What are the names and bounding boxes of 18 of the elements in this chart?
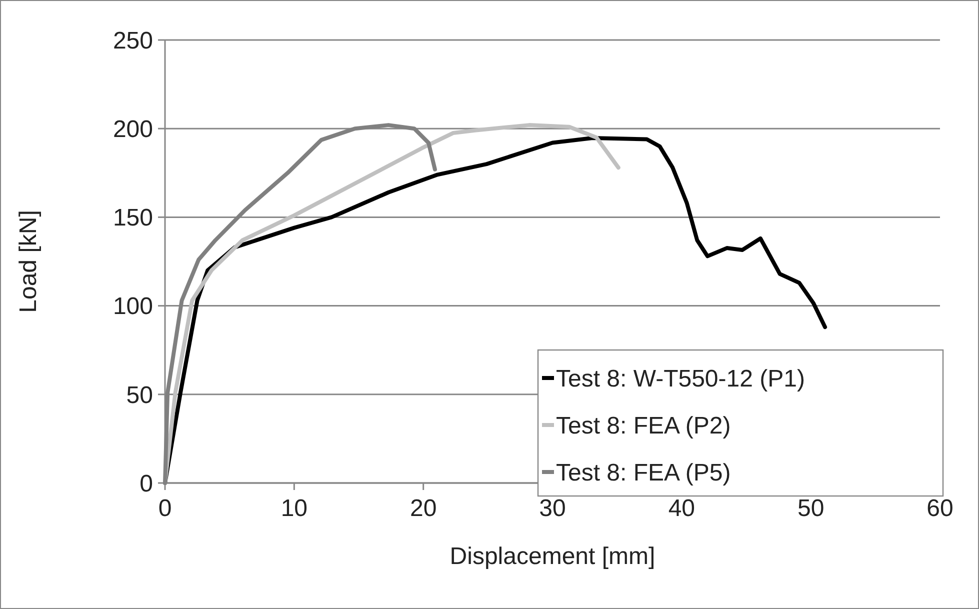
legend-label: Test 8: FEA (P5): [556, 459, 731, 486]
x-axis-title: Displacement [mm]: [450, 543, 656, 570]
x-tick-label: 0: [158, 495, 172, 522]
x-tick-label: 40: [668, 495, 696, 522]
legend-label: Test 8: W-T550-12 (P1): [556, 365, 805, 392]
x-tick-label: 60: [926, 495, 954, 522]
y-tick-label: 200: [112, 116, 153, 143]
y-tick-label: 150: [112, 204, 153, 232]
y-axis-title: Load [kN]: [15, 210, 42, 313]
y-tick-label: 0: [140, 470, 153, 498]
y-tick-label: 100: [112, 293, 153, 320]
legend-label: Test 8: FEA (P2): [556, 412, 731, 440]
x-tick-label: 50: [797, 495, 824, 522]
y-tick-label: 50: [126, 382, 153, 409]
x-tick-label: 30: [539, 495, 566, 522]
y-tick-label: 250: [112, 27, 153, 54]
x-tick-label: 10: [280, 495, 308, 522]
x-tick-label: 20: [410, 495, 437, 522]
